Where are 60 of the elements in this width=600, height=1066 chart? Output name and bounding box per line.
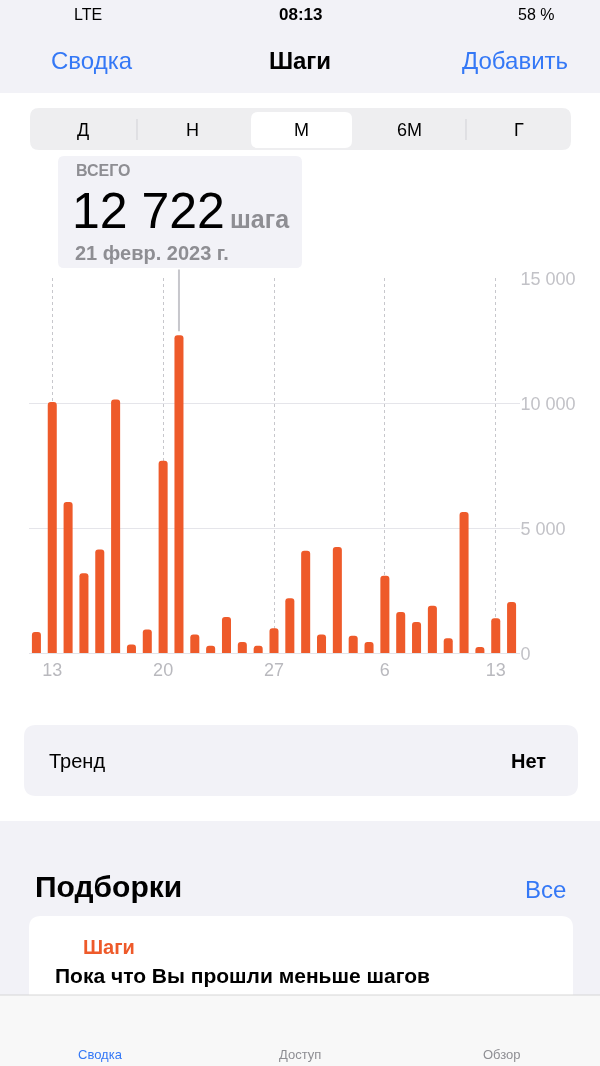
text: Нет [511, 750, 547, 772]
bar [443, 638, 453, 654]
text: 21 февр. 2023 г. [75, 242, 229, 264]
bar [190, 634, 200, 654]
text: Сводка [51, 47, 133, 74]
text: ВСЕГО [76, 162, 131, 179]
y-tick-label: 5 000 [520, 518, 566, 539]
bar [174, 335, 184, 654]
bar [332, 547, 342, 654]
x-tick-label: 27 [263, 659, 285, 680]
text: шага [230, 205, 291, 233]
bar [491, 618, 501, 654]
x-tick-label: 20 [153, 659, 174, 680]
text: Н [186, 120, 199, 140]
chart-title: Шаги [268, 47, 332, 75]
bar [158, 460, 168, 654]
text: 6М [397, 120, 423, 140]
bar [31, 632, 41, 654]
bar [427, 605, 437, 654]
bar [63, 502, 73, 654]
bar [301, 550, 311, 654]
x-tick-label: 13 [485, 659, 506, 680]
text: М [294, 120, 309, 140]
text: Д [77, 120, 90, 140]
y-tick-label: 10 000 [520, 393, 576, 414]
bar [364, 642, 374, 654]
text: Доступ [279, 1047, 322, 1062]
text: Шаги [83, 936, 135, 958]
bar [412, 622, 422, 654]
bar [507, 602, 517, 654]
text: LTE [74, 6, 103, 23]
text: 08:13 [279, 5, 323, 24]
y-tick-label: 0 [520, 643, 531, 664]
bar [95, 549, 105, 654]
bar [348, 635, 358, 654]
bar [459, 512, 469, 654]
bar [47, 402, 57, 654]
bar [221, 617, 231, 654]
text: 58 % [518, 6, 555, 23]
text: Г [514, 120, 524, 140]
bar [142, 629, 152, 654]
x-tick-label: 6 [379, 659, 390, 680]
bar [380, 575, 390, 654]
bar [285, 598, 295, 654]
text: Тренд [49, 750, 106, 772]
text: Сводка [78, 1047, 123, 1062]
y-tick-label: 15 000 [520, 268, 576, 289]
bar [396, 612, 406, 654]
bar [237, 642, 247, 654]
annotation: 12 722 [72, 183, 225, 239]
text: Подборки [35, 870, 183, 903]
text: Все [525, 876, 567, 903]
bar [111, 399, 121, 654]
text: Добавить [462, 47, 569, 74]
bar [269, 628, 279, 654]
bar [317, 634, 327, 654]
x-tick-label: 13 [42, 659, 63, 680]
text: Обзор [483, 1047, 521, 1062]
bar [79, 573, 89, 654]
text: Пока что Вы прошли меньше шагов [55, 964, 430, 987]
